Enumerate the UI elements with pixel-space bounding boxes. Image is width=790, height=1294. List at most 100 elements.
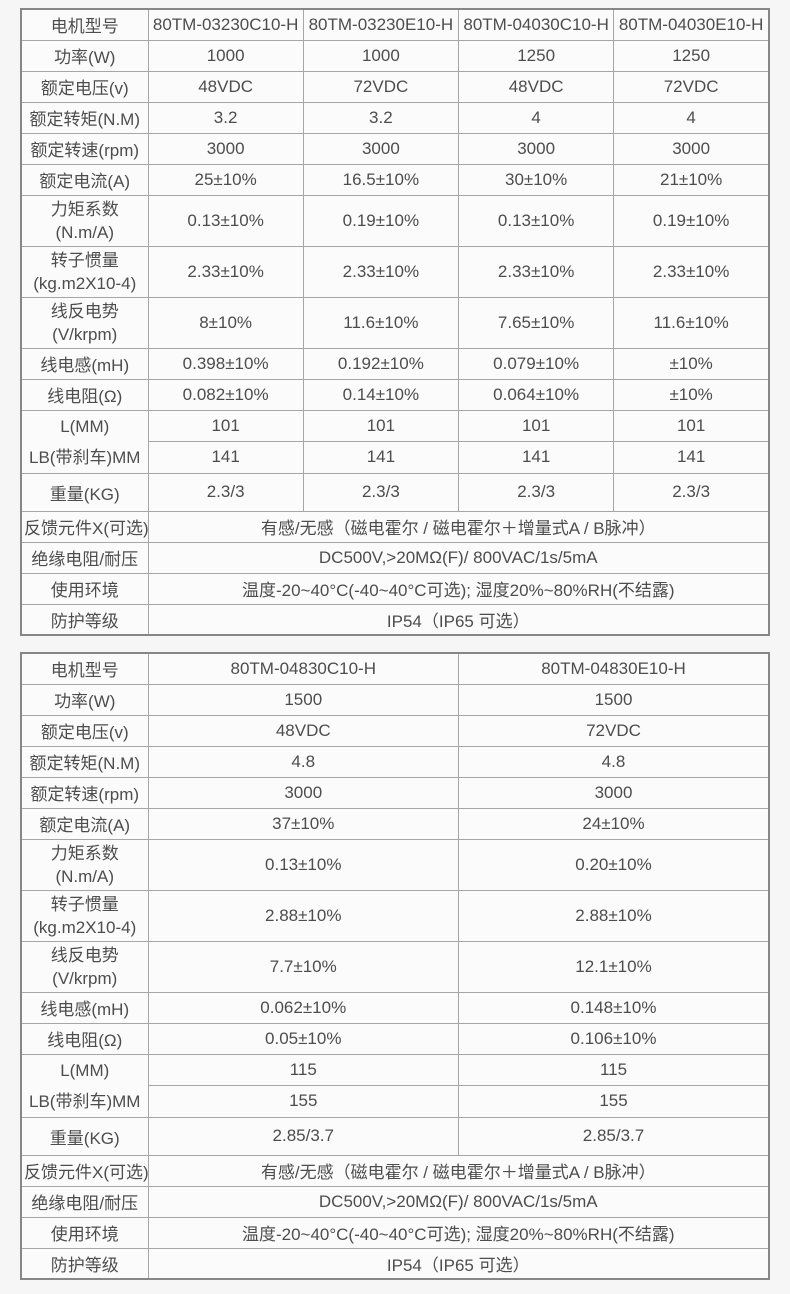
spec-value: 0.082±10% bbox=[147, 378, 304, 411]
spec-value: 4.8 bbox=[147, 745, 459, 778]
spec-label-length-merged: L(MM) LB(带刹车)MM bbox=[20, 409, 149, 474]
spec-value: 0.19±10% bbox=[302, 194, 460, 247]
spec-value: 101 bbox=[147, 409, 304, 442]
spec-value: 0.062±10% bbox=[147, 991, 459, 1024]
spec-label: 电机型号 bbox=[20, 652, 149, 685]
spec-value: 0.14±10% bbox=[302, 378, 460, 411]
model-value: 80TM-04030C10-H bbox=[457, 8, 615, 41]
spec-row-power: 功率(W) 1000 1000 1250 1250 bbox=[20, 39, 770, 72]
spec-value: 3000 bbox=[147, 776, 459, 809]
spec-row-insulation: 绝缘电阻/耐压 DC500V,>20MΩ(F)/ 800VAC/1s/5mA bbox=[20, 1185, 770, 1218]
spec-label: 额定电压(v) bbox=[20, 70, 149, 103]
spec-label: 线电感(mH) bbox=[20, 991, 149, 1024]
spec-value: 0.20±10% bbox=[458, 838, 770, 891]
spec-value: 0.05±10% bbox=[147, 1022, 459, 1055]
spec-value: 3000 bbox=[613, 132, 770, 165]
spec-value: 4 bbox=[613, 101, 770, 134]
spec-label: 力矩系数 (N.m/A) bbox=[20, 194, 149, 247]
spec-row-torque-constant: 力矩系数 (N.m/A) 0.13±10% 0.20±10% bbox=[20, 838, 770, 891]
spec-label: 线电阻(Ω) bbox=[20, 1022, 149, 1055]
spec-value: 1250 bbox=[613, 39, 770, 72]
spec-label: 线反电势 (V/krpm) bbox=[20, 296, 149, 349]
spec-value: 1000 bbox=[147, 39, 304, 72]
spec-row-length: L(MM) LB(带刹车)MM 101 101 101 101 bbox=[20, 409, 770, 474]
spec-value-full: 有感/无感（磁电霍尔 / 磁电霍尔＋增量式A / B脉冲） bbox=[147, 510, 770, 543]
spec-value: 101 bbox=[302, 409, 460, 442]
spec-value: 2.85/3.7 bbox=[458, 1116, 770, 1156]
spec-value: 1250 bbox=[457, 39, 615, 72]
spec-value: 2.88±10% bbox=[147, 889, 459, 942]
spec-value: 1500 bbox=[458, 683, 770, 716]
spec-row-length-brake: 155 155 bbox=[21, 1085, 770, 1118]
spec-value: 12.1±10% bbox=[458, 940, 770, 993]
spec-label-length-merged: L(MM) LB(带刹车)MM bbox=[20, 1053, 149, 1118]
spec-label: 使用环境 bbox=[20, 1216, 149, 1249]
spec-value-full: 温度-20~40°C(-40~40°C可选); 湿度20%~80%RH(不结露) bbox=[147, 1216, 770, 1249]
spec-value: 8±10% bbox=[147, 296, 304, 349]
spec-row-voltage: 额定电压(v) 48VDC 72VDC 48VDC 72VDC bbox=[20, 70, 770, 103]
model-value: 80TM-04030E10-H bbox=[613, 8, 770, 41]
spec-row-protection: 防护等级 IP54（IP65 可选） bbox=[20, 603, 770, 636]
table-gap bbox=[20, 636, 770, 652]
spec-label: 额定转速(rpm) bbox=[20, 776, 149, 809]
spec-value: 2.33±10% bbox=[147, 245, 304, 298]
spec-label: 重量(KG) bbox=[20, 1116, 149, 1156]
spec-value: 72VDC bbox=[302, 70, 460, 103]
spec-value: 2.85/3.7 bbox=[147, 1116, 459, 1156]
spec-value: 2.33±10% bbox=[302, 245, 460, 298]
spec-value: 101 bbox=[457, 409, 615, 442]
spec-label: 转子惯量 (kg.m2X10-4) bbox=[20, 245, 149, 298]
spec-row-rotor-inertia: 转子惯量 (kg.m2X10-4) 2.88±10% 2.88±10% bbox=[20, 889, 770, 942]
spec-value-full: DC500V,>20MΩ(F)/ 800VAC/1s/5mA bbox=[147, 1185, 770, 1218]
model-value: 80TM-03230E10-H bbox=[302, 8, 460, 41]
spec-value: 155 bbox=[147, 1085, 459, 1118]
spec-value-full: IP54（IP65 可选） bbox=[147, 603, 770, 636]
spec-value: 2.3/3 bbox=[302, 472, 460, 512]
spec-row-current: 额定电流(A) 37±10% 24±10% bbox=[20, 807, 770, 840]
spec-label: 力矩系数 (N.m/A) bbox=[20, 838, 149, 891]
spec-label: 功率(W) bbox=[20, 39, 149, 72]
spec-row-back-emf: 线反电势 (V/krpm) 7.7±10% 12.1±10% bbox=[20, 940, 770, 993]
model-value: 80TM-04830E10-H bbox=[458, 652, 770, 685]
spec-value: 115 bbox=[458, 1053, 770, 1086]
spec-value: 21±10% bbox=[613, 163, 770, 196]
spec-value: 1500 bbox=[147, 683, 459, 716]
spec-value: 7.65±10% bbox=[457, 296, 615, 349]
model-value: 80TM-03230C10-H bbox=[147, 8, 304, 41]
spec-value: 0.13±10% bbox=[147, 194, 304, 247]
spec-value: 0.13±10% bbox=[457, 194, 615, 247]
motor-spec-table-1: 电机型号 80TM-03230C10-H 80TM-03230E10-H 80T… bbox=[20, 8, 770, 636]
spec-row-length-brake: 141 141 141 141 bbox=[21, 441, 770, 474]
spec-value: 3000 bbox=[457, 132, 615, 165]
spec-label: 转子惯量 (kg.m2X10-4) bbox=[20, 889, 149, 942]
spec-value: 2.88±10% bbox=[458, 889, 770, 942]
spec-row-back-emf: 线反电势 (V/krpm) 8±10% 11.6±10% 7.65±10% 11… bbox=[20, 296, 770, 349]
spec-label: 额定转矩(N.M) bbox=[20, 101, 149, 134]
spec-row-environment: 使用环境 温度-20~40°C(-40~40°C可选); 湿度20%~80%RH… bbox=[20, 572, 770, 605]
spec-label: 额定电流(A) bbox=[20, 163, 149, 196]
spec-value: 0.079±10% bbox=[457, 347, 615, 380]
spec-label: 线电感(mH) bbox=[20, 347, 149, 380]
spec-value: 3000 bbox=[458, 776, 770, 809]
spec-label: 防护等级 bbox=[20, 603, 149, 636]
spec-row-power: 功率(W) 1500 1500 bbox=[20, 683, 770, 716]
spec-value: ±10% bbox=[613, 347, 770, 380]
spec-value: 1000 bbox=[302, 39, 460, 72]
spec-value: 2.33±10% bbox=[613, 245, 770, 298]
spec-value: 3000 bbox=[302, 132, 460, 165]
spec-value: 141 bbox=[302, 441, 460, 474]
spec-row-protection: 防护等级 IP54（IP65 可选） bbox=[20, 1247, 770, 1280]
spec-row-speed: 额定转速(rpm) 3000 3000 bbox=[20, 776, 770, 809]
spec-value: 0.148±10% bbox=[458, 991, 770, 1024]
spec-value: 11.6±10% bbox=[613, 296, 770, 349]
spec-value: 16.5±10% bbox=[302, 163, 460, 196]
spec-value-full: DC500V,>20MΩ(F)/ 800VAC/1s/5mA bbox=[147, 541, 770, 574]
spec-row-current: 额定电流(A) 25±10% 16.5±10% 30±10% 21±10% bbox=[20, 163, 770, 196]
spec-value: 37±10% bbox=[147, 807, 459, 840]
spec-label: 额定转矩(N.M) bbox=[20, 745, 149, 778]
spec-row-environment: 使用环境 温度-20~40°C(-40~40°C可选); 湿度20%~80%RH… bbox=[20, 1216, 770, 1249]
spec-value: 30±10% bbox=[457, 163, 615, 196]
spec-label: 重量(KG) bbox=[20, 472, 149, 512]
spec-row-torque-constant: 力矩系数 (N.m/A) 0.13±10% 0.19±10% 0.13±10% … bbox=[20, 194, 770, 247]
